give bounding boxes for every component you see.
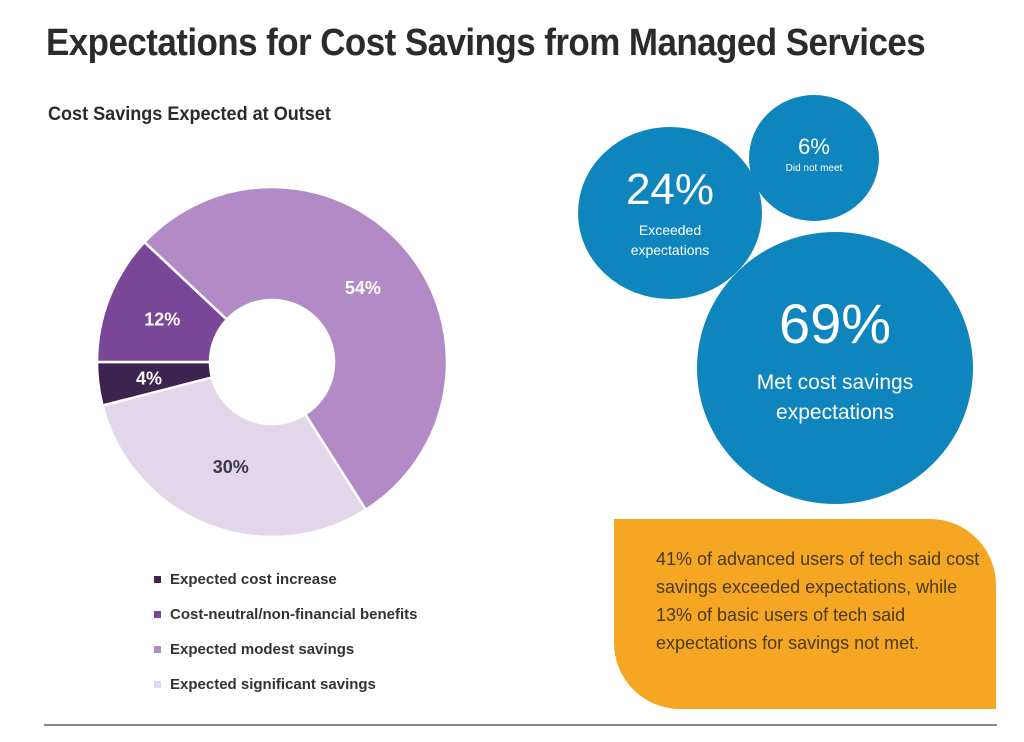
bubble-percent: 6% (798, 134, 830, 159)
legend-swatch (154, 576, 161, 583)
donut-chart: 54% 30% 4% 12% (95, 185, 449, 539)
donut-slice-cost-neutral-non-financial-benefits (95, 240, 229, 364)
legend-label: Expected cost increase (170, 571, 337, 588)
legend-item: Cost-neutral/non-financial benefits (154, 597, 418, 632)
donut-data-label: 54% (345, 278, 381, 298)
bubble-label: Exceeded expectations (630, 222, 710, 258)
footer-divider (44, 724, 997, 726)
bubble-label: Met cost savings expectations (756, 371, 914, 424)
chart-subtitle: Cost Savings Expected at Outset (48, 104, 331, 125)
bubble-label: Did not meet (785, 163, 843, 174)
callout-box: 41% of advanced users of tech said cost … (614, 519, 996, 709)
donut-data-label: 4% (136, 369, 162, 389)
legend-swatch (154, 646, 161, 653)
page-title: Expectations for Cost Savings from Manag… (46, 22, 926, 64)
legend-swatch (154, 681, 161, 688)
donut-slice-expected-significant-savings (100, 375, 368, 539)
bubble-did-not-meet: 6% Did not meet (749, 95, 879, 221)
bubble-percent: 69% (778, 292, 892, 355)
bubble-exceeded: 24% Exceeded expectations (578, 127, 762, 299)
legend-swatch (154, 611, 161, 618)
donut-data-label: 30% (213, 457, 249, 477)
legend-label: Expected significant savings (170, 676, 376, 693)
callout-text: 41% of advanced users of tech said cost … (656, 549, 980, 653)
legend-item: Expected cost increase (154, 562, 418, 597)
chart-legend: Expected cost increase Cost-neutral/non-… (154, 562, 418, 702)
donut-data-label: 12% (144, 310, 180, 330)
donut-slice-expected-modest-savings (142, 185, 449, 512)
bubble-percent: 24% (625, 165, 715, 214)
legend-item: Expected modest savings (154, 632, 418, 667)
bubble-met: 69% Met cost savings expectations (697, 232, 973, 504)
legend-label: Cost-neutral/non-financial benefits (170, 606, 418, 623)
legend-label: Expected modest savings (170, 641, 355, 658)
legend-item: Expected significant savings (154, 667, 418, 702)
